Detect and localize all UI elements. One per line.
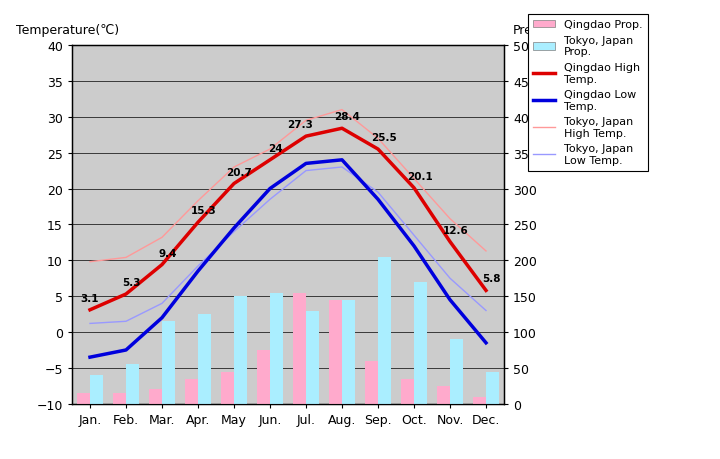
Text: 25.5: 25.5 <box>371 133 397 143</box>
Bar <box>258 350 270 404</box>
Text: 5.3: 5.3 <box>122 277 141 287</box>
Bar <box>401 379 414 404</box>
Text: 27.3: 27.3 <box>287 120 313 130</box>
Bar <box>365 361 378 404</box>
Bar <box>450 340 462 404</box>
Text: 3.1: 3.1 <box>81 293 99 303</box>
Bar <box>126 364 138 404</box>
Text: 9.4: 9.4 <box>158 248 177 258</box>
Text: Temperature(℃): Temperature(℃) <box>16 24 119 37</box>
Text: 12.6: 12.6 <box>443 225 469 235</box>
Bar <box>90 375 102 404</box>
Bar <box>198 314 210 404</box>
Bar <box>270 293 282 404</box>
Bar <box>114 393 126 404</box>
Bar <box>486 372 498 404</box>
Bar <box>414 282 426 404</box>
Bar <box>185 379 198 404</box>
Bar <box>294 293 306 404</box>
Text: 28.4: 28.4 <box>335 112 361 122</box>
Text: Precipitation(mm): Precipitation(mm) <box>513 24 625 37</box>
Text: 20.1: 20.1 <box>407 172 433 181</box>
Text: 15.3: 15.3 <box>191 206 217 216</box>
Legend: Qingdao Prop., Tokyo, Japan
Prop., Qingdao High
Temp., Qingdao Low
Temp., Tokyo,: Qingdao Prop., Tokyo, Japan Prop., Qingd… <box>528 15 649 171</box>
Bar <box>306 311 318 404</box>
Text: 20.7: 20.7 <box>227 167 253 177</box>
Bar <box>78 393 90 404</box>
Bar <box>329 300 342 404</box>
Bar <box>162 322 174 404</box>
Bar <box>342 300 354 404</box>
Bar <box>473 397 486 404</box>
Bar <box>222 372 234 404</box>
Bar <box>378 257 390 404</box>
Bar <box>234 297 246 404</box>
Bar <box>437 386 450 404</box>
Text: 24: 24 <box>269 144 283 154</box>
Bar <box>150 390 162 404</box>
Text: 5.8: 5.8 <box>482 274 501 284</box>
